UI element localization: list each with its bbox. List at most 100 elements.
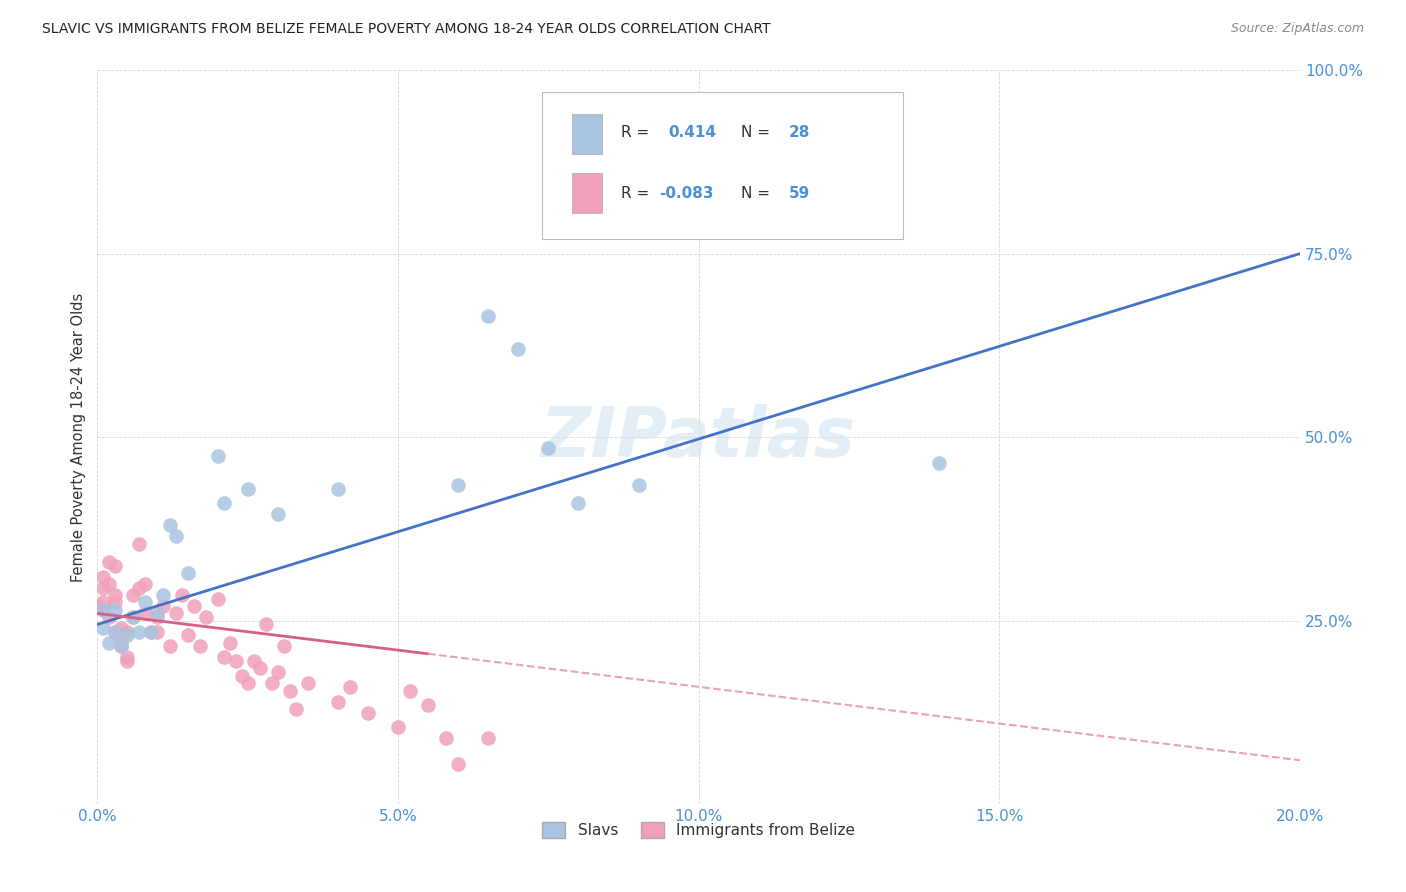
Point [447, 478, 470, 492]
Point [134, 595, 156, 609]
FancyBboxPatch shape [543, 92, 903, 239]
Point [416, 698, 439, 713]
Point [212, 496, 235, 510]
Point [399, 683, 422, 698]
Point [212, 650, 235, 665]
Point [110, 621, 132, 635]
Point [207, 591, 229, 606]
Point [176, 566, 198, 580]
Point [141, 624, 163, 639]
Point [117, 624, 139, 639]
Point [110, 636, 132, 650]
Point [627, 478, 650, 492]
Point [122, 610, 145, 624]
Point [188, 640, 211, 654]
Point [434, 731, 457, 746]
Point [242, 654, 264, 668]
Point [267, 508, 290, 522]
Point [93, 581, 115, 595]
Point [117, 654, 139, 668]
Point [326, 694, 349, 708]
Point [86, 599, 108, 613]
Text: R =: R = [620, 125, 648, 140]
Point [254, 617, 277, 632]
Point [508, 342, 530, 356]
Point [297, 676, 319, 690]
Point [93, 621, 115, 635]
Point [134, 577, 156, 591]
Point [260, 676, 283, 690]
FancyBboxPatch shape [572, 173, 603, 213]
Point [122, 610, 145, 624]
Text: N =: N = [741, 186, 769, 201]
Point [128, 624, 150, 639]
Point [152, 599, 174, 613]
Text: R =: R = [620, 186, 648, 201]
Text: Source: ZipAtlas.com: Source: ZipAtlas.com [1230, 22, 1364, 36]
Point [183, 599, 205, 613]
Text: 59: 59 [789, 186, 810, 201]
Point [110, 640, 132, 654]
Text: -0.083: -0.083 [659, 186, 713, 201]
Text: ZIPatlas: ZIPatlas [541, 404, 856, 471]
Point [447, 756, 470, 771]
Point [98, 610, 121, 624]
Point [128, 581, 150, 595]
Point [104, 624, 127, 639]
Point [122, 588, 145, 602]
Point [326, 482, 349, 496]
Point [284, 702, 307, 716]
Point [146, 624, 169, 639]
Point [477, 731, 499, 746]
Text: SLAVIC VS IMMIGRANTS FROM BELIZE FEMALE POVERTY AMONG 18-24 YEAR OLDS CORRELATIO: SLAVIC VS IMMIGRANTS FROM BELIZE FEMALE … [42, 22, 770, 37]
Point [141, 624, 163, 639]
Point [98, 577, 121, 591]
Point [176, 628, 198, 642]
Point [387, 720, 409, 734]
Point [537, 441, 560, 455]
Point [249, 661, 271, 675]
Point [159, 640, 181, 654]
Point [218, 636, 240, 650]
Point [165, 607, 187, 621]
Point [110, 640, 132, 654]
Point [928, 456, 950, 470]
Point [225, 654, 247, 668]
Point [236, 676, 259, 690]
FancyBboxPatch shape [572, 114, 603, 154]
Point [104, 595, 127, 609]
Point [128, 536, 150, 550]
Point [567, 496, 589, 510]
Legend: Slavs, Immigrants from Belize: Slavs, Immigrants from Belize [536, 816, 860, 845]
Point [170, 588, 193, 602]
Point [236, 482, 259, 496]
Point [146, 607, 169, 621]
Point [98, 555, 121, 569]
Point [194, 610, 217, 624]
Point [165, 529, 187, 543]
Point [278, 683, 301, 698]
Point [104, 558, 127, 573]
Point [104, 588, 127, 602]
Point [273, 640, 295, 654]
Text: 28: 28 [789, 125, 810, 140]
Point [146, 610, 169, 624]
Point [93, 603, 115, 617]
Point [93, 570, 115, 584]
Point [477, 309, 499, 323]
Point [104, 624, 127, 639]
Point [93, 595, 115, 609]
Point [152, 588, 174, 602]
Point [117, 650, 139, 665]
Point [267, 665, 290, 680]
Point [93, 603, 115, 617]
Point [104, 603, 127, 617]
Point [357, 706, 380, 720]
Text: 0.414: 0.414 [669, 125, 717, 140]
Text: N =: N = [741, 125, 769, 140]
Point [117, 628, 139, 642]
Point [231, 669, 253, 683]
Point [339, 680, 361, 694]
Point [207, 449, 229, 463]
Point [159, 518, 181, 533]
